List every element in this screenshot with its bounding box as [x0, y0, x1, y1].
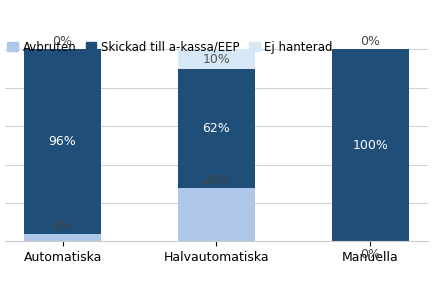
Bar — [24, 49, 101, 234]
Bar — [178, 49, 255, 69]
Bar — [332, 49, 409, 241]
Text: 0%: 0% — [360, 35, 380, 48]
Text: 0%: 0% — [360, 248, 380, 261]
Bar — [178, 69, 255, 188]
Bar — [24, 234, 101, 241]
Legend: Avbruten, Skickad till a-kassa/EEP, Ej hanterad: Avbruten, Skickad till a-kassa/EEP, Ej h… — [3, 36, 337, 58]
Text: 0%: 0% — [53, 35, 73, 48]
Text: 62%: 62% — [203, 122, 230, 135]
Text: 10%: 10% — [203, 53, 230, 66]
Text: 100%: 100% — [352, 139, 388, 152]
Text: 96%: 96% — [49, 135, 76, 148]
Bar — [178, 188, 255, 241]
Text: 4%: 4% — [53, 220, 73, 233]
Text: 28%: 28% — [203, 174, 230, 187]
